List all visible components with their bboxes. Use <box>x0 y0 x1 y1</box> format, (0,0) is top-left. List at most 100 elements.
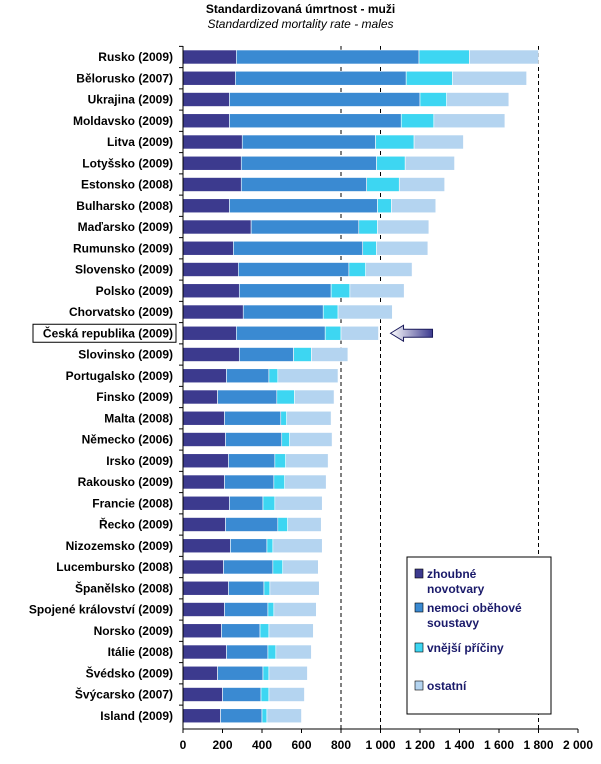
bar-segment <box>266 538 274 554</box>
bar-segment <box>182 240 234 256</box>
bar-segment <box>228 580 265 596</box>
x-tick-label: 200 <box>212 738 232 752</box>
bar-segment <box>182 368 227 384</box>
bar-segment <box>236 49 420 65</box>
category-label: Řecko (2009) <box>99 517 173 532</box>
category-label: Irsko (2009) <box>106 454 173 468</box>
bar-segment <box>217 389 278 405</box>
bar-segment <box>236 325 326 341</box>
bar-segment <box>182 198 230 214</box>
bar-segment <box>285 453 329 469</box>
bar-segment <box>266 708 302 724</box>
bar-segment <box>469 49 539 65</box>
highlight-box <box>32 323 177 343</box>
bar-segment <box>182 304 244 320</box>
bar-segment <box>229 198 378 214</box>
category-label: Polsko (2009) <box>96 284 173 298</box>
bar-segment <box>398 177 445 192</box>
bar-segment <box>220 708 263 724</box>
category-label: Moldavsko (2009) <box>73 114 173 128</box>
category-label: Finsko (2009) <box>96 390 173 404</box>
category-label: Litva (2009) <box>107 135 173 149</box>
bar-segment <box>238 262 350 277</box>
bar-segment <box>267 602 275 617</box>
bar-segment <box>182 602 225 617</box>
bar-segment <box>376 240 429 256</box>
bar-segment <box>311 347 349 362</box>
bar-segment <box>262 495 276 511</box>
category-label: Lotyšsko (2009) <box>82 156 173 170</box>
bar-segment <box>287 517 322 532</box>
bar-segment <box>268 368 279 384</box>
x-tick-label: 2 000 <box>563 738 593 752</box>
bar-segment <box>182 495 230 511</box>
bar-segment <box>260 687 270 702</box>
bar-segment <box>182 155 242 171</box>
bar-segment <box>276 389 295 405</box>
bar-segment <box>289 432 333 447</box>
category-label: Bulharsko (2008) <box>76 199 173 213</box>
bar-segment <box>391 198 437 214</box>
bar-segment <box>269 580 320 596</box>
bar-segment <box>358 219 378 235</box>
bar-segment <box>221 623 261 639</box>
category-label: Slovinsko (2009) <box>78 348 173 362</box>
bar-segment <box>277 368 339 384</box>
bar-segment <box>294 389 335 405</box>
bar-segment <box>282 559 319 575</box>
bar-segment <box>340 325 379 341</box>
bar-segment <box>268 665 308 681</box>
bar-segment <box>365 262 413 277</box>
bar-segment <box>182 517 226 532</box>
bar-segment <box>182 49 237 65</box>
bar-segment <box>241 134 376 150</box>
bar-segment <box>240 177 367 192</box>
category-label: Francie (2008) <box>92 496 173 510</box>
legend-label: nemoci oběhové <box>427 601 522 615</box>
bar-segment <box>413 134 464 150</box>
bar-segment <box>182 410 225 426</box>
bar-segment <box>182 70 236 86</box>
category-label: Slovensko (2009) <box>75 263 173 277</box>
chart-title: Standardizovaná úmrtnost - muži <box>205 2 396 16</box>
bar-segment <box>375 134 415 150</box>
bar-segment <box>182 708 221 724</box>
bar-segment <box>286 410 332 426</box>
chart-subtitle: Standardized mortality rate - males <box>207 17 394 31</box>
bar-segment <box>182 283 240 299</box>
bar-segment <box>182 134 243 150</box>
bar-segment <box>182 644 227 660</box>
category-label: Česká republika (2009) <box>43 325 173 340</box>
bar-segment <box>277 517 288 532</box>
bar-segment <box>274 453 286 469</box>
bar-segment <box>261 708 268 724</box>
bar-segment <box>377 198 392 214</box>
x-tick-label: 0 <box>180 738 187 752</box>
bar-segment <box>182 474 225 490</box>
bar-segment <box>226 368 270 384</box>
bar-segment <box>348 262 366 277</box>
bar-segment <box>182 325 237 341</box>
category-label: Španělsko (2008) <box>75 580 173 595</box>
bar-segment <box>281 432 290 447</box>
legend-label: vnější příčiny <box>427 641 504 655</box>
bar-segment <box>230 538 268 554</box>
x-tick-label: 1 600 <box>484 738 514 752</box>
highlight-arrow <box>389 324 434 343</box>
bar-segment <box>273 474 286 490</box>
bar-segment <box>446 92 510 107</box>
bar-segment <box>226 644 269 660</box>
bar-segment <box>274 495 323 511</box>
x-tick-label: 1 800 <box>523 738 553 752</box>
legend-swatch <box>414 680 424 691</box>
bar-segment <box>349 283 405 299</box>
category-label: Maďarsko (2009) <box>78 220 173 234</box>
bar-segment <box>229 495 264 511</box>
bar-segment <box>224 410 282 426</box>
category-label: Spojené království (2009) <box>29 603 173 617</box>
bar-segment <box>217 665 264 681</box>
bar-segment <box>330 283 351 299</box>
bar-segment <box>337 304 393 320</box>
bar-segment <box>418 49 470 65</box>
bar-segment <box>433 113 506 129</box>
